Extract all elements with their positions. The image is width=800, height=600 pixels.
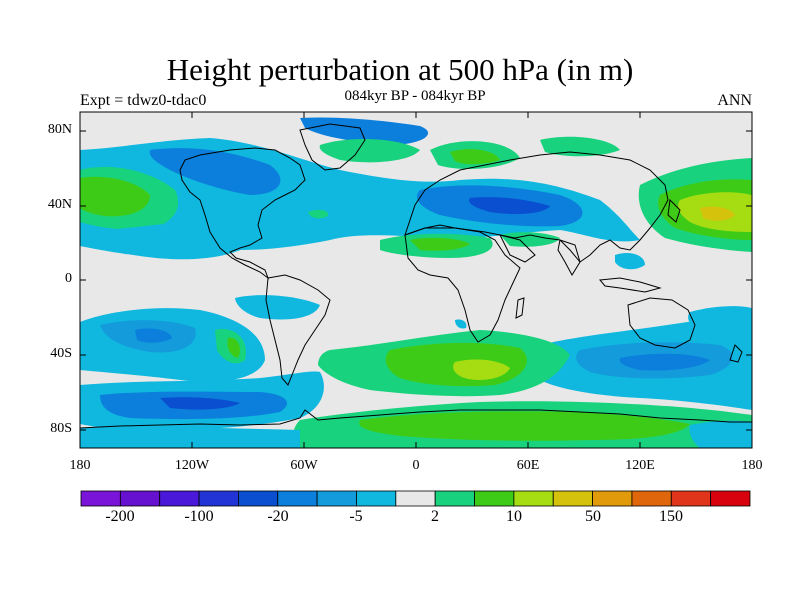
lat-label-40n: 40N <box>47 197 72 212</box>
colorbar-swatch-7 <box>356 490 397 507</box>
south-america-blue <box>235 295 320 320</box>
atlantic-blue-core <box>469 197 550 214</box>
coast-indonesia <box>599 277 662 293</box>
colorbar-swatch-9 <box>434 490 475 507</box>
lat-label-80n: 80N <box>47 122 72 137</box>
colorbar-swatch-14 <box>631 490 672 507</box>
coast-greenland <box>299 123 366 171</box>
coast-eurasia <box>404 151 669 263</box>
colorbar-swatch-11 <box>513 490 554 507</box>
antarctic-blue-left <box>80 427 300 448</box>
south-atlantic-yg <box>453 359 510 380</box>
coast-north-america <box>179 147 306 280</box>
sa-small-blue <box>455 319 467 329</box>
coast-arabia <box>499 234 536 263</box>
africa-east-green <box>500 232 560 247</box>
south-pacific-green-core <box>227 337 240 358</box>
lon-label-120e: 120E <box>625 458 655 473</box>
colorbar-swatch-8 <box>395 490 436 507</box>
lon-label-180e: 180 <box>741 458 763 473</box>
coast-australia <box>627 297 696 349</box>
pacific-yellow-core <box>700 206 735 221</box>
lat-ticks <box>80 130 752 431</box>
colorbar-swatch-6 <box>316 490 357 507</box>
lon-label-120w: 120W <box>174 458 210 473</box>
colorbar-swatch-10 <box>474 490 515 507</box>
colorbar-label-2: 2 <box>431 508 439 525</box>
lon-label-180w: 180 <box>69 458 91 473</box>
coast-south-america <box>265 274 331 386</box>
lon-label-0: 0 <box>412 458 420 473</box>
coast-new-zealand <box>729 344 743 363</box>
colorbar-swatch-12 <box>552 490 593 507</box>
indian-blue-core <box>619 353 710 371</box>
colorbar-label-neg200: -200 <box>105 508 135 525</box>
coast-antarctica <box>80 409 752 429</box>
colorbar-swatch-0 <box>80 490 121 507</box>
arctic-green-3 <box>540 136 620 157</box>
colorbar-label-150: 150 <box>659 508 683 525</box>
colorbar-swatch-13 <box>592 490 633 507</box>
colorbar-label-50: 50 <box>585 508 601 525</box>
colorbar-swatch-3 <box>198 490 239 507</box>
mid-atlantic-green-core <box>410 237 470 251</box>
season-label: ANN <box>717 92 752 109</box>
contour-field <box>80 112 752 448</box>
south-pacific-blue-core <box>135 328 172 343</box>
experiment-label: Expt = tdwz0-tdac0 <box>80 92 207 109</box>
small-green-spot <box>308 209 329 219</box>
lon-label-60w: 60W <box>290 458 318 473</box>
lat-label-40s: 40S <box>50 346 72 361</box>
colorbar-swatch-4 <box>238 490 279 507</box>
pacific-yellow-left <box>80 176 150 217</box>
north-blue-core <box>149 148 281 195</box>
coast-madagascar <box>515 297 525 319</box>
tropical-blue-west <box>80 220 249 260</box>
lat-label-0: 0 <box>65 271 72 286</box>
colorbar-swatch-15 <box>670 490 712 507</box>
coast-india <box>557 239 581 277</box>
coast-japan <box>667 198 681 223</box>
lon-label-60e: 60E <box>516 458 540 473</box>
period-label: 084kyr BP - 084kyr BP <box>344 88 486 104</box>
colorbar-label-neg5: -5 <box>349 508 363 525</box>
colorbar-label-neg100: -100 <box>184 508 214 525</box>
arctic-green-core <box>450 149 500 165</box>
lat-label-80s: 80S <box>50 421 72 436</box>
colorbar-swatch-2 <box>159 490 200 507</box>
colorbar-swatch-1 <box>119 490 161 507</box>
colorbar <box>80 490 751 507</box>
southern-blue-core <box>160 397 240 410</box>
map-title: Height perturbation at 500 hPa (in m) <box>166 52 634 87</box>
arctic-green-1 <box>319 138 420 163</box>
antarctic-blue-right <box>689 420 752 448</box>
colorbar-swatch-16 <box>710 490 751 507</box>
lon-ticks <box>191 112 641 448</box>
antarctic-green-core <box>359 411 690 441</box>
se-asia-blue <box>615 253 645 270</box>
east-pacific-blue <box>688 306 752 340</box>
colorbar-swatch-5 <box>277 490 318 507</box>
colorbar-label-10: 10 <box>506 508 522 525</box>
coastlines <box>80 123 752 429</box>
colorbar-label-neg20: -20 <box>267 508 289 525</box>
coast-africa <box>404 227 521 343</box>
